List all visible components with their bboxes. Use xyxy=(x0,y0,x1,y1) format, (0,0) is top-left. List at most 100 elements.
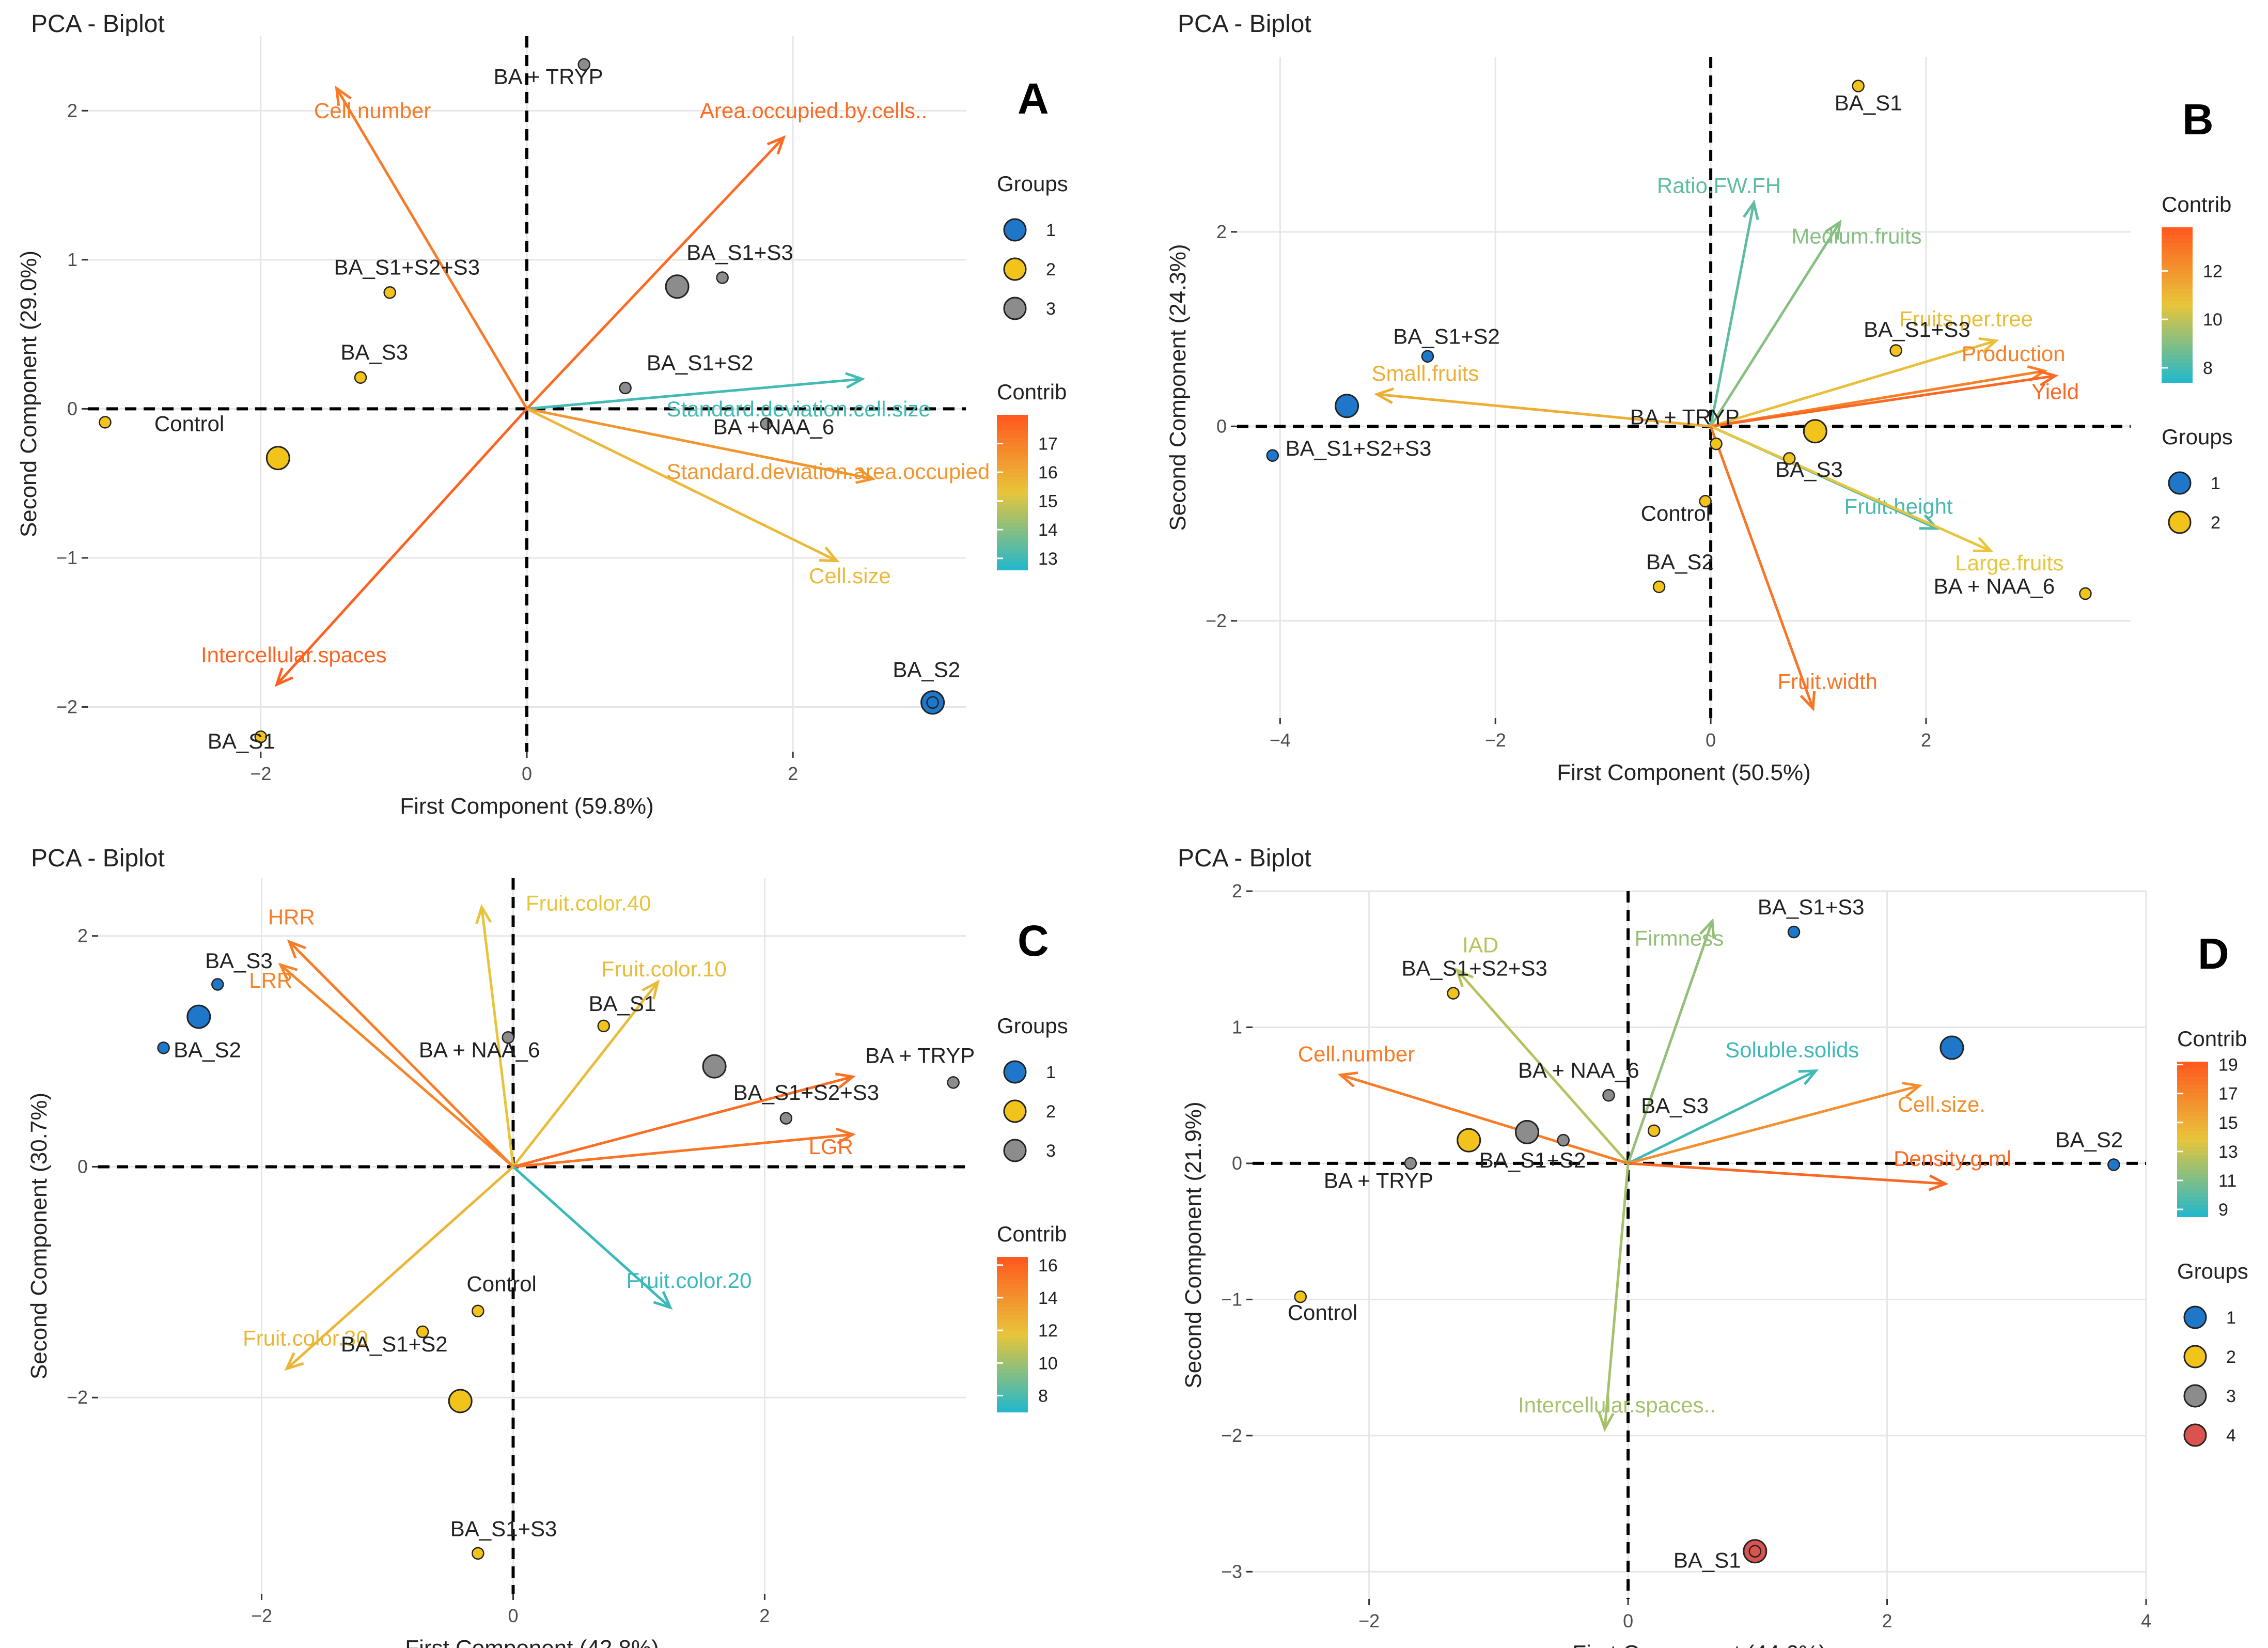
data-point xyxy=(1266,449,1279,462)
legend-colorbar-segment xyxy=(997,446,1028,450)
data-point xyxy=(1889,344,1902,357)
data-point xyxy=(1647,1124,1661,1137)
legend-colorbar-segment xyxy=(2177,1201,2208,1206)
legend-colorbar-segment xyxy=(2162,301,2193,305)
data-point-label: BA_S1+S3 xyxy=(1758,895,1865,919)
data-point-label: BA_S1+S2 xyxy=(1479,1148,1586,1172)
legend-colorbar-segment xyxy=(2177,1073,2208,1078)
y-axis-title: Second Component (30.7%) xyxy=(26,1093,52,1379)
legend-colorbar-segment xyxy=(2177,1089,2208,1093)
data-point-label: BA_S3 xyxy=(1775,457,1843,481)
legend-colorbar-segment xyxy=(997,461,1028,466)
vector-label: Intercellular.spaces xyxy=(201,643,387,667)
legend-colorbar-segment xyxy=(997,426,1028,431)
data-point xyxy=(472,1304,484,1317)
legend-group-key xyxy=(2183,1423,2207,1447)
vector-arrowhead xyxy=(284,1352,304,1371)
y-axis-title: Second Component (21.9%) xyxy=(1181,1101,1206,1388)
vector-arrow xyxy=(512,1165,671,1309)
legend-colorbar-segment xyxy=(997,542,1028,547)
legend-colorbar-segment xyxy=(2162,246,2193,251)
plot-area: IAD Firmness Cell.number Soluble.solids Cell… xyxy=(1253,890,2147,1599)
legend-group-key xyxy=(2168,510,2192,534)
y-tick-label: −2 xyxy=(1206,610,1227,631)
legend-colorbar-segment xyxy=(2162,378,2193,383)
legend-colorbar-segment xyxy=(997,523,1028,528)
legend-colorbar-segment xyxy=(997,449,1028,454)
legend-colorbar-segment xyxy=(997,1350,1028,1355)
legend-group-key xyxy=(1003,1139,1027,1162)
legend-colorbar-segment xyxy=(997,504,1028,508)
data-point-label: BA_S1+S2+S3 xyxy=(1286,436,1432,460)
legend-group-label: 3 xyxy=(2226,1387,2236,1406)
data-point-label: BA_S1+S3 xyxy=(1864,317,1970,341)
legend-colorbar-segment xyxy=(997,558,1028,563)
y-tick-label: 2 xyxy=(1232,880,1242,901)
legend-colorbar-segment xyxy=(997,1311,1028,1316)
group-centroid-point xyxy=(265,446,290,471)
legend-colorbar-segment xyxy=(2177,1166,2208,1171)
legend-group-label: 1 xyxy=(1046,221,1056,240)
vector-arrowhead xyxy=(819,546,840,563)
legend-colorbar-segment xyxy=(2162,359,2193,364)
legend-colorbar-label: 17 xyxy=(1038,434,1058,454)
y-tick-label: −2 xyxy=(56,696,77,717)
vector-arrowhead xyxy=(278,962,298,982)
data-point xyxy=(472,1547,484,1560)
vector-arrowhead xyxy=(1742,199,1759,221)
vector-arrowhead xyxy=(845,372,866,389)
legend-colorbar-segment xyxy=(997,1265,1028,1269)
y-axis-title: Second Component (24.3%) xyxy=(1165,244,1191,531)
legend-colorbar-segment xyxy=(997,454,1028,458)
legend-colorbar-segment xyxy=(997,430,1028,435)
legend-colorbar-segment xyxy=(997,496,1028,501)
legend-colorbar-segment xyxy=(2162,289,2193,294)
panel-c: PCA - Biplot C Fruit.color.40 HRR LRR Fruit.c… xyxy=(26,845,1068,1648)
y-tick-label: 0 xyxy=(67,398,77,419)
vector-arrow xyxy=(526,407,873,480)
legend-colorbar-segment xyxy=(2177,1139,2208,1144)
vector-arrow xyxy=(1603,1163,1630,1429)
legend-group-label: 4 xyxy=(2226,1426,2236,1445)
vector-label: IAD xyxy=(1462,933,1498,957)
data-point-label: BA_S1+S3 xyxy=(450,1516,557,1541)
legend-colorbar-segment xyxy=(2162,282,2193,286)
vector-arrowhead xyxy=(2038,369,2059,386)
legend-group-key xyxy=(2168,471,2192,495)
legend-colorbar-segment xyxy=(2162,231,2193,236)
vector-arrow xyxy=(1710,425,1992,552)
x-tick-label: 4 xyxy=(2141,1610,2151,1631)
vector-arrow xyxy=(286,1165,514,1370)
vector-label: HRR xyxy=(268,905,315,929)
data-point-label: BA + TRYP xyxy=(865,1043,975,1067)
data-point xyxy=(502,1031,514,1044)
legend-colorbar-segment xyxy=(2162,293,2193,298)
legend-colorbar-segment xyxy=(997,547,1028,551)
legend-colorbar-segment xyxy=(2177,1186,2208,1190)
legend-group-key xyxy=(1003,218,1027,242)
legend-colorbar-segment xyxy=(997,1257,1028,1262)
legend-colorbar-segment xyxy=(2177,1212,2208,1217)
vector-arrow xyxy=(335,87,528,410)
legend-colorbar-segment xyxy=(997,492,1028,497)
legend-group-label: 3 xyxy=(1046,1141,1056,1161)
vector-arrowhead xyxy=(1919,514,1940,530)
data-point xyxy=(760,417,773,430)
legend-colorbar-segment xyxy=(997,1381,1028,1386)
legend-group-label: 2 xyxy=(2211,513,2220,533)
data-point-label: BA_S1 xyxy=(1673,1548,1741,1572)
y-tick-label: 1 xyxy=(1232,1016,1242,1037)
legend-colorbar-segment xyxy=(997,1276,1028,1281)
x-tick-label: 0 xyxy=(522,763,532,784)
vector-arrow xyxy=(526,136,785,410)
data-point xyxy=(99,416,112,429)
data-point-label: BA + NAA_6 xyxy=(419,1037,540,1062)
data-point xyxy=(1699,494,1712,508)
data-point-label: BA_S1 xyxy=(589,991,656,1016)
legend-colorbar-segment xyxy=(997,1354,1028,1358)
y-tick-label: −3 xyxy=(1221,1561,1242,1582)
legend-colorbar-segment xyxy=(2162,316,2193,321)
data-point-label: BA_S2 xyxy=(1646,550,1714,574)
x-tick-label: 0 xyxy=(1623,1610,1633,1631)
legend-colorbar-segment xyxy=(2177,1062,2208,1066)
